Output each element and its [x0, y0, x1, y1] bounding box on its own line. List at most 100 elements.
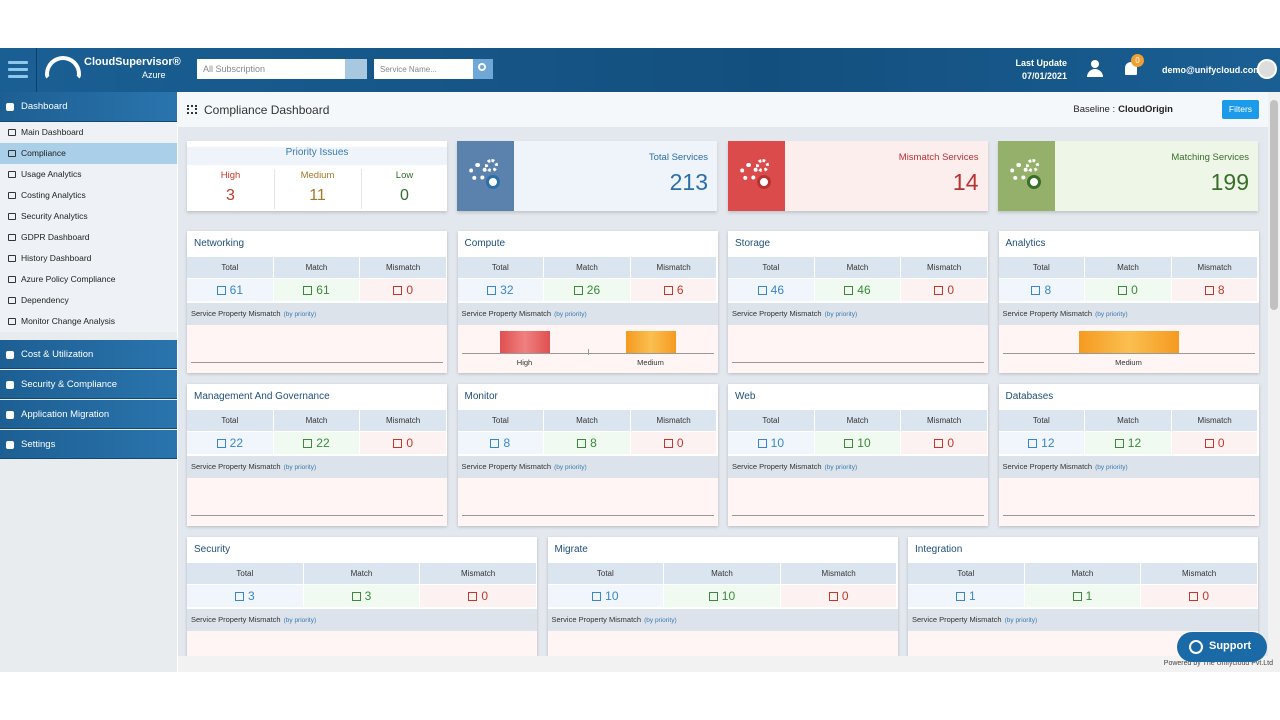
avatar[interactable]: [1257, 59, 1277, 79]
column-header: Match: [1085, 257, 1171, 278]
section-row: Service Property Mismatch (by priority): [457, 303, 718, 325]
chart-baseline: [461, 515, 714, 516]
item-label: Costing Analytics: [21, 190, 86, 200]
column-header: Mismatch: [1141, 563, 1257, 584]
value-icon: [663, 286, 673, 295]
user-icon[interactable]: [1087, 60, 1103, 78]
filters-button[interactable]: Filters: [1222, 100, 1259, 119]
section-note: (by priority): [283, 311, 317, 318]
item-icon: [8, 150, 16, 157]
gear: [469, 163, 487, 181]
service-name: Monitor: [464, 391, 498, 402]
section-row: Service Property Mismatch (by priority): [998, 303, 1259, 325]
service-search[interactable]: Service Name...: [374, 59, 473, 79]
service-card: Web Total 10 Match 10 Mismatch 0 Service Proper…: [728, 384, 988, 526]
value-number: 0: [406, 283, 413, 297]
item-label: Security Analytics: [21, 211, 88, 221]
subscription-select[interactable]: All Subscription: [197, 59, 367, 79]
service-card: Databases Total 12 Match 12 Mismatch 0 Service …: [998, 384, 1259, 526]
section-label: Cost & Utilization: [21, 349, 94, 360]
sidebar-item[interactable]: Monitor Change Analysis: [0, 311, 177, 332]
value-cell: 0: [901, 279, 987, 301]
user-email[interactable]: demo@unifycloud.com: [1162, 65, 1262, 75]
value-number: 0: [1217, 436, 1225, 450]
item-icon: [8, 171, 16, 178]
card-value: 14: [952, 169, 979, 195]
value-cell: 32: [457, 279, 544, 301]
service-name: Integration: [915, 544, 963, 555]
value-icon: [577, 439, 587, 448]
value-icon: [487, 286, 497, 295]
column-header: Mismatch: [901, 257, 987, 278]
sidebar-section[interactable]: Cost & Utilization: [0, 340, 177, 369]
content: Compliance Dashboard Baseline : CloudOrigi…: [178, 92, 1268, 656]
search-glass: [478, 63, 486, 71]
section-note: (by priority): [824, 311, 858, 318]
value-number: 3: [364, 589, 372, 603]
sidebar-section[interactable]: Security & Compliance: [0, 370, 177, 399]
sidebar-section[interactable]: Application Migration: [0, 400, 177, 429]
service-name: Storage: [735, 238, 771, 249]
sidebar-section[interactable]: Dashboard: [0, 92, 177, 122]
section-row: Service Property Mismatch (by priority): [547, 609, 898, 631]
priority-chart: [547, 631, 898, 656]
value-cell: 0: [630, 432, 717, 454]
badge: [1027, 175, 1041, 189]
select-chevron[interactable]: [345, 59, 367, 79]
value-icon: [844, 286, 854, 295]
value-cell: 0: [420, 585, 536, 607]
priority-chart: [187, 325, 447, 373]
sidebar-item[interactable]: Azure Policy Compliance: [0, 269, 177, 290]
value-icon: [592, 592, 602, 601]
priority-value: 0: [400, 187, 409, 204]
value-cell: 61: [273, 279, 360, 301]
value-cell: 22: [187, 432, 273, 454]
support-button[interactable]: Support: [1177, 632, 1267, 662]
section-row: Service Property Mismatch (by priority): [457, 456, 718, 478]
priority-value: 3: [226, 187, 235, 204]
sidebar-item[interactable]: Dependency: [0, 290, 177, 311]
value-icon: [757, 286, 767, 295]
user-body: [1087, 69, 1103, 77]
section-icon: [6, 381, 14, 389]
column-header: Match: [1024, 563, 1141, 584]
section-icon: [6, 441, 14, 449]
service-name: Management And Governance: [194, 391, 330, 402]
logo-sub: Azure: [142, 70, 166, 80]
search-button[interactable]: [473, 59, 493, 79]
summary-card: Total Services 213: [457, 141, 717, 211]
value-icon: [934, 439, 944, 448]
value-icon: [468, 592, 478, 601]
priority-title: Priority Issues: [187, 147, 447, 165]
sidebar-item[interactable]: Main Dashboard: [0, 122, 177, 143]
sidebar-item[interactable]: Security Analytics: [0, 206, 177, 227]
value-icon: [1114, 439, 1124, 448]
column-header: Match: [273, 410, 360, 431]
priority-chart: [187, 631, 537, 656]
column-header: Mismatch: [901, 410, 987, 431]
column-header: Total: [998, 257, 1085, 278]
logo-divider: [36, 48, 37, 92]
sidebar-item[interactable]: Compliance: [0, 143, 177, 164]
item-icon: [8, 318, 16, 325]
priority-label: High: [220, 170, 241, 181]
menu-toggle[interactable]: [8, 61, 28, 79]
chart-baseline: [191, 362, 443, 363]
value-number: 1: [1085, 589, 1093, 603]
sidebar-item[interactable]: History Dashboard: [0, 248, 177, 269]
section-icon: [6, 351, 14, 359]
value-number: 0: [481, 589, 488, 603]
value-icon: [1189, 592, 1199, 601]
sidebar-item[interactable]: GDPR Dashboard: [0, 227, 177, 248]
column-header: Total: [187, 410, 273, 431]
sidebar-section[interactable]: Settings: [0, 430, 177, 459]
sidebar-item[interactable]: Costing Analytics: [0, 185, 177, 206]
value-icon: [1118, 286, 1128, 295]
column-header: Total: [547, 563, 664, 584]
column-header: Total: [998, 410, 1085, 431]
value-icon: [844, 439, 854, 448]
item-icon: [8, 213, 16, 220]
section-label: Service Property Mismatch: [191, 462, 281, 471]
sidebar-item[interactable]: Usage Analytics: [0, 164, 177, 185]
section-row: Service Property Mismatch (by priority): [908, 609, 1258, 631]
